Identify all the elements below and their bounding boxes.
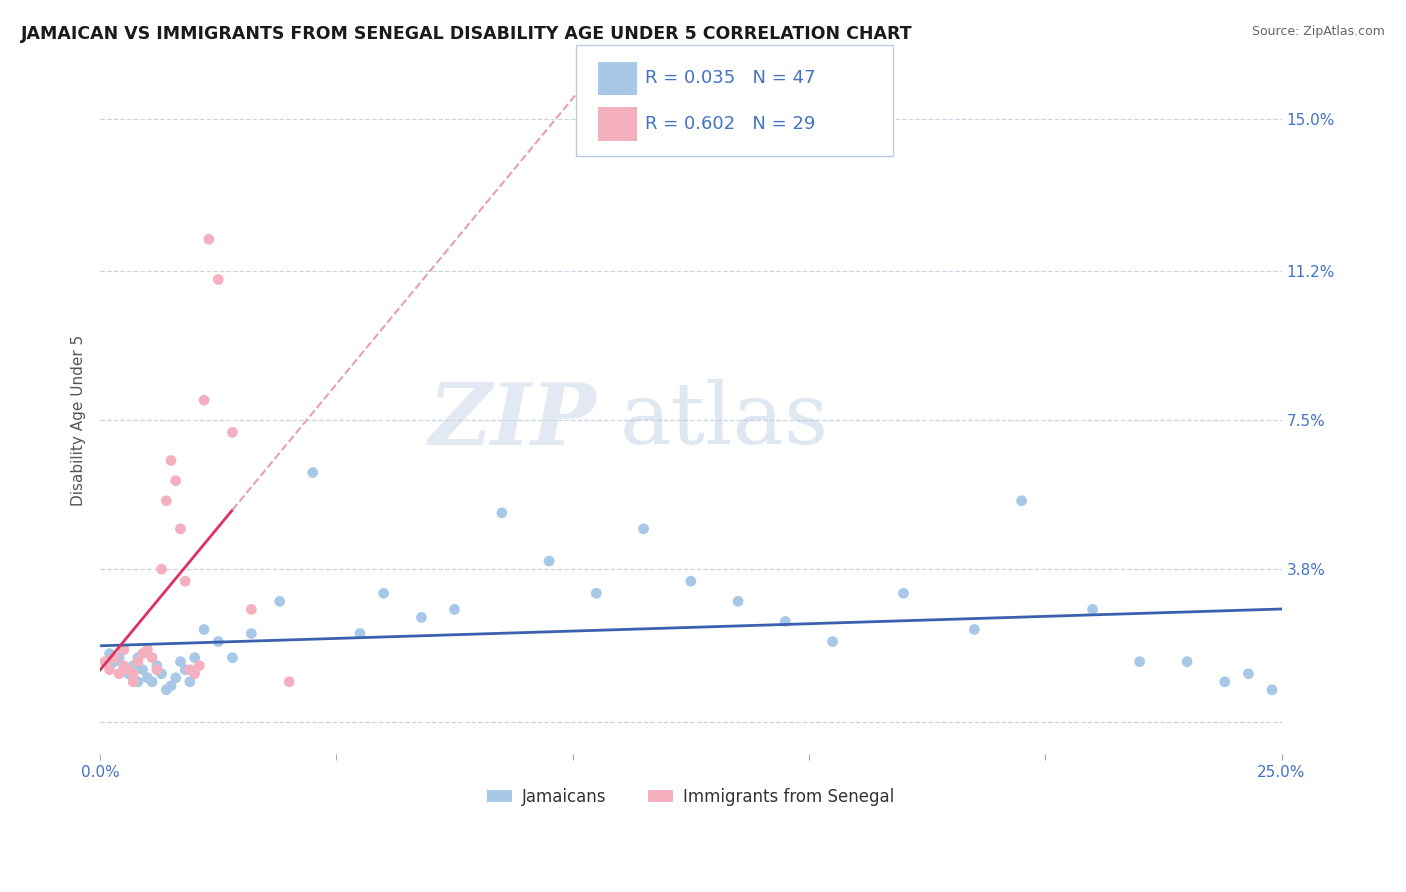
Point xyxy=(278,674,301,689)
Point xyxy=(373,586,395,600)
Point xyxy=(98,663,121,677)
Point xyxy=(893,586,915,600)
Text: ZIP: ZIP xyxy=(429,378,596,462)
Point xyxy=(1261,682,1284,697)
Point xyxy=(94,655,117,669)
Point xyxy=(1081,602,1104,616)
Point xyxy=(150,666,173,681)
Point xyxy=(1129,655,1152,669)
Point xyxy=(160,679,183,693)
Point xyxy=(155,682,177,697)
Point xyxy=(131,663,153,677)
Point xyxy=(179,674,201,689)
Point xyxy=(122,674,145,689)
Point xyxy=(207,634,229,648)
Point xyxy=(411,610,433,624)
Point xyxy=(112,658,135,673)
Point xyxy=(221,425,243,440)
Point xyxy=(136,642,159,657)
Point xyxy=(240,602,263,616)
Point xyxy=(155,493,177,508)
Point xyxy=(165,671,187,685)
Point xyxy=(141,650,163,665)
Point xyxy=(1237,666,1260,681)
Point xyxy=(179,663,201,677)
Point xyxy=(169,655,191,669)
Point xyxy=(679,574,702,589)
Text: Source: ZipAtlas.com: Source: ZipAtlas.com xyxy=(1251,25,1385,38)
Point xyxy=(117,666,139,681)
Point xyxy=(821,634,844,648)
Point xyxy=(169,522,191,536)
Point xyxy=(122,666,145,681)
Point xyxy=(538,554,561,568)
Point xyxy=(103,650,125,665)
Point xyxy=(122,658,145,673)
Point xyxy=(131,647,153,661)
Point xyxy=(103,655,125,669)
Point xyxy=(221,650,243,665)
Point xyxy=(141,674,163,689)
Point xyxy=(160,453,183,467)
Point xyxy=(108,650,131,665)
Point xyxy=(174,574,197,589)
Point xyxy=(183,650,205,665)
Point xyxy=(174,663,197,677)
Point xyxy=(269,594,291,608)
Text: R = 0.035   N = 47: R = 0.035 N = 47 xyxy=(645,70,815,87)
Point xyxy=(127,650,149,665)
Point xyxy=(117,663,139,677)
Point xyxy=(207,272,229,286)
Point xyxy=(240,626,263,640)
Point xyxy=(165,474,187,488)
Point xyxy=(136,671,159,685)
Point xyxy=(585,586,607,600)
Point xyxy=(112,642,135,657)
Text: JAMAICAN VS IMMIGRANTS FROM SENEGAL DISABILITY AGE UNDER 5 CORRELATION CHART: JAMAICAN VS IMMIGRANTS FROM SENEGAL DISA… xyxy=(21,25,912,43)
Point xyxy=(727,594,749,608)
Point xyxy=(193,623,215,637)
Point xyxy=(301,466,323,480)
Point xyxy=(633,522,655,536)
Point xyxy=(150,562,173,576)
Point xyxy=(108,666,131,681)
Legend: Jamaicans, Immigrants from Senegal: Jamaicans, Immigrants from Senegal xyxy=(481,781,901,813)
Point xyxy=(963,623,986,637)
Point xyxy=(127,674,149,689)
Text: atlas: atlas xyxy=(620,379,830,462)
Point xyxy=(112,642,135,657)
Y-axis label: Disability Age Under 5: Disability Age Under 5 xyxy=(72,334,86,506)
Point xyxy=(188,658,211,673)
Text: R = 0.602   N = 29: R = 0.602 N = 29 xyxy=(645,115,815,133)
Point xyxy=(1011,493,1033,508)
Point xyxy=(146,658,169,673)
Point xyxy=(491,506,513,520)
Point xyxy=(193,393,215,408)
Point xyxy=(146,663,169,677)
Point xyxy=(98,647,121,661)
Point xyxy=(1175,655,1198,669)
Point xyxy=(183,666,205,681)
Point xyxy=(349,626,371,640)
Point xyxy=(198,232,221,246)
Point xyxy=(775,615,797,629)
Point xyxy=(127,655,149,669)
Point xyxy=(1213,674,1236,689)
Point xyxy=(443,602,465,616)
